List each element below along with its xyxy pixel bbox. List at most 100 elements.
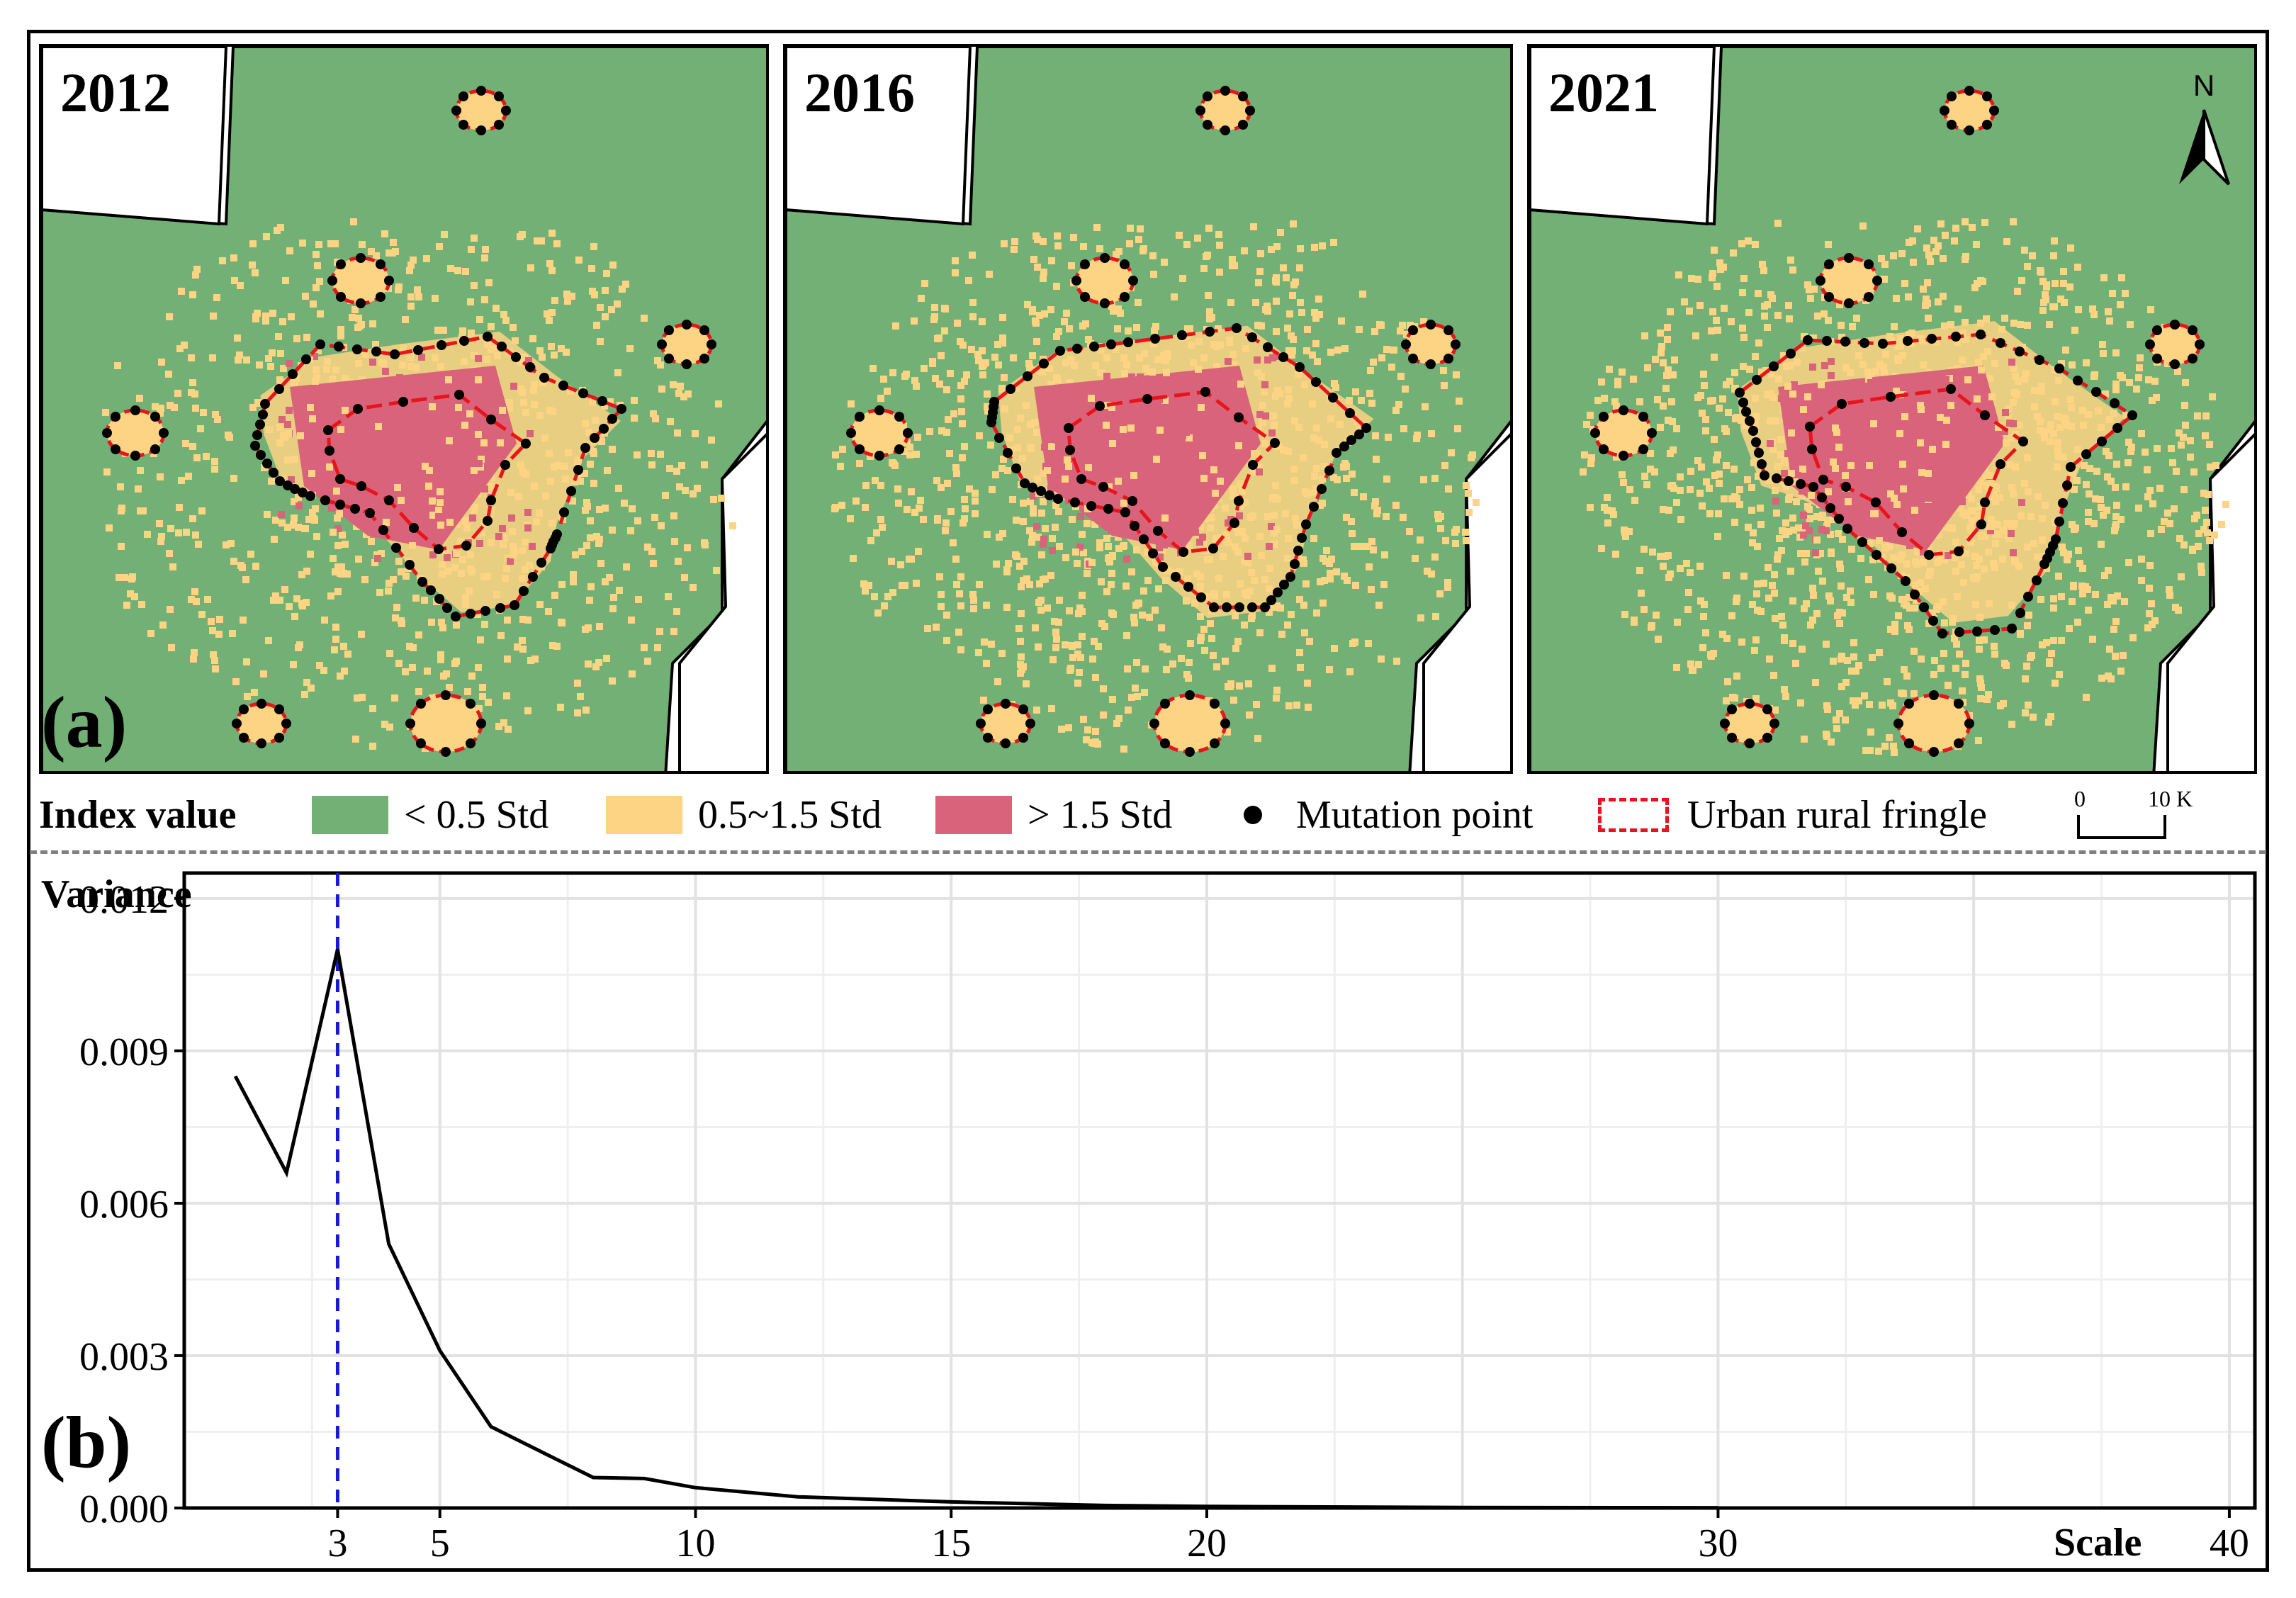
mid-pixel <box>892 322 899 330</box>
mid-pixel <box>999 530 1006 537</box>
mid-pixel <box>519 646 527 653</box>
mid-pixel <box>1806 515 1813 522</box>
x-tick-label: 10 <box>675 1521 715 1565</box>
mid-pixel <box>972 490 979 497</box>
mid-pixel <box>1346 397 1353 404</box>
mid-pixel <box>1264 303 1271 310</box>
mid-pixel <box>943 429 950 436</box>
mid-pixel <box>2207 463 2214 471</box>
mutation-point <box>1263 342 1273 352</box>
mid-pixel <box>1256 268 1264 275</box>
mid-pixel <box>371 559 378 566</box>
mid-pixel <box>2133 386 2140 393</box>
mid-pixel <box>1675 271 1682 278</box>
mutation-point <box>1128 276 1138 286</box>
mutation-point <box>1844 253 1854 263</box>
mid-pixel <box>1973 241 1980 248</box>
mid-pixel <box>1740 275 1748 282</box>
mid-pixel <box>414 286 421 293</box>
core-pixel <box>1995 424 2002 431</box>
core-pixel <box>1107 459 1114 466</box>
core-pixel <box>1152 559 1159 566</box>
mid-pixel <box>2108 594 2115 601</box>
mid-pixel <box>1206 308 1213 315</box>
mutation-point <box>2062 480 2072 490</box>
mid-pixel <box>1283 274 1290 281</box>
mid-pixel <box>167 606 174 613</box>
mid-pixel <box>1660 563 1667 570</box>
mid-pixel <box>2127 321 2134 328</box>
mutation-point <box>1076 474 1086 484</box>
mid-pixel <box>1296 649 1303 656</box>
core-pixel <box>1030 493 1037 500</box>
mid-pixel <box>2109 290 2116 297</box>
mid-pixel <box>1760 580 1767 587</box>
outside-area <box>1530 47 1716 226</box>
mid-pixel <box>1859 223 1867 230</box>
mid-pixel <box>293 335 300 342</box>
mutation-point <box>1451 339 1461 349</box>
core-pixel <box>1943 417 1950 424</box>
core-pixel <box>337 426 344 433</box>
mid-pixel <box>1378 655 1385 663</box>
mid-pixel <box>1080 243 1087 250</box>
core-pixel <box>285 430 292 437</box>
core-pixel <box>1788 429 1795 437</box>
mutation-point <box>334 342 344 351</box>
mutation-point <box>1976 330 1986 339</box>
mid-pixel <box>1289 292 1296 299</box>
mid-pixel <box>1740 363 1747 370</box>
core-pixel <box>313 366 320 373</box>
mid-pixel <box>1842 716 1849 724</box>
mutation-point <box>2032 575 2042 585</box>
mid-pixel <box>1358 543 1365 550</box>
mid-pixel <box>597 338 604 345</box>
mid-pixel <box>1205 225 1212 232</box>
mid-pixel <box>1414 432 1421 439</box>
mid-pixel <box>2218 521 2225 528</box>
core-pixel <box>1264 513 1271 520</box>
mid-pixel <box>577 693 584 700</box>
mid-pixel <box>1327 575 1334 583</box>
mutation-point <box>1727 704 1737 714</box>
core-pixel <box>2011 557 2018 564</box>
mid-pixel <box>2206 441 2213 448</box>
map-layer <box>1530 47 2254 771</box>
core-pixel <box>1103 422 1110 429</box>
mid-pixel <box>1035 599 1042 606</box>
mid-pixel <box>1069 654 1076 661</box>
mutation-point <box>846 428 856 438</box>
mid-pixel <box>1349 471 1356 478</box>
mid-pixel <box>341 668 348 675</box>
mid-pixel <box>1962 218 1969 225</box>
mid-pixel <box>1842 679 1850 686</box>
mid-pixel <box>1711 472 1718 479</box>
mid-pixel <box>2146 562 2154 569</box>
mid-pixel <box>1385 434 1392 441</box>
map-panel-2016: 2016 <box>783 44 1513 774</box>
mutation-point <box>451 106 461 116</box>
mid-pixel <box>1702 416 1709 423</box>
mid-pixel <box>1614 381 1621 388</box>
mid-pixel <box>959 454 966 461</box>
year-label: 2021 <box>1548 62 1659 123</box>
mid-pixel <box>1063 310 1070 317</box>
mid-pixel <box>1853 315 1860 322</box>
mid-pixel <box>1053 636 1060 643</box>
mid-pixel <box>1774 312 1782 319</box>
mid-pixel <box>527 264 534 271</box>
mid-pixel <box>957 338 964 345</box>
y-tick-label: 0.000 <box>79 1487 169 1531</box>
mid-pixel <box>1025 360 1032 367</box>
mutation-point <box>327 276 337 286</box>
mid-pixel <box>974 351 981 358</box>
mid-pixel <box>1311 244 1318 251</box>
core-pixel <box>1795 524 1802 531</box>
mutation-point <box>1840 337 1850 347</box>
core-pixel <box>1249 512 1256 519</box>
mutation-point <box>1001 738 1011 748</box>
core-pixel <box>326 463 333 471</box>
mid-pixel <box>295 524 302 531</box>
mutation-point <box>486 495 496 505</box>
mutation-point <box>1864 259 1874 269</box>
